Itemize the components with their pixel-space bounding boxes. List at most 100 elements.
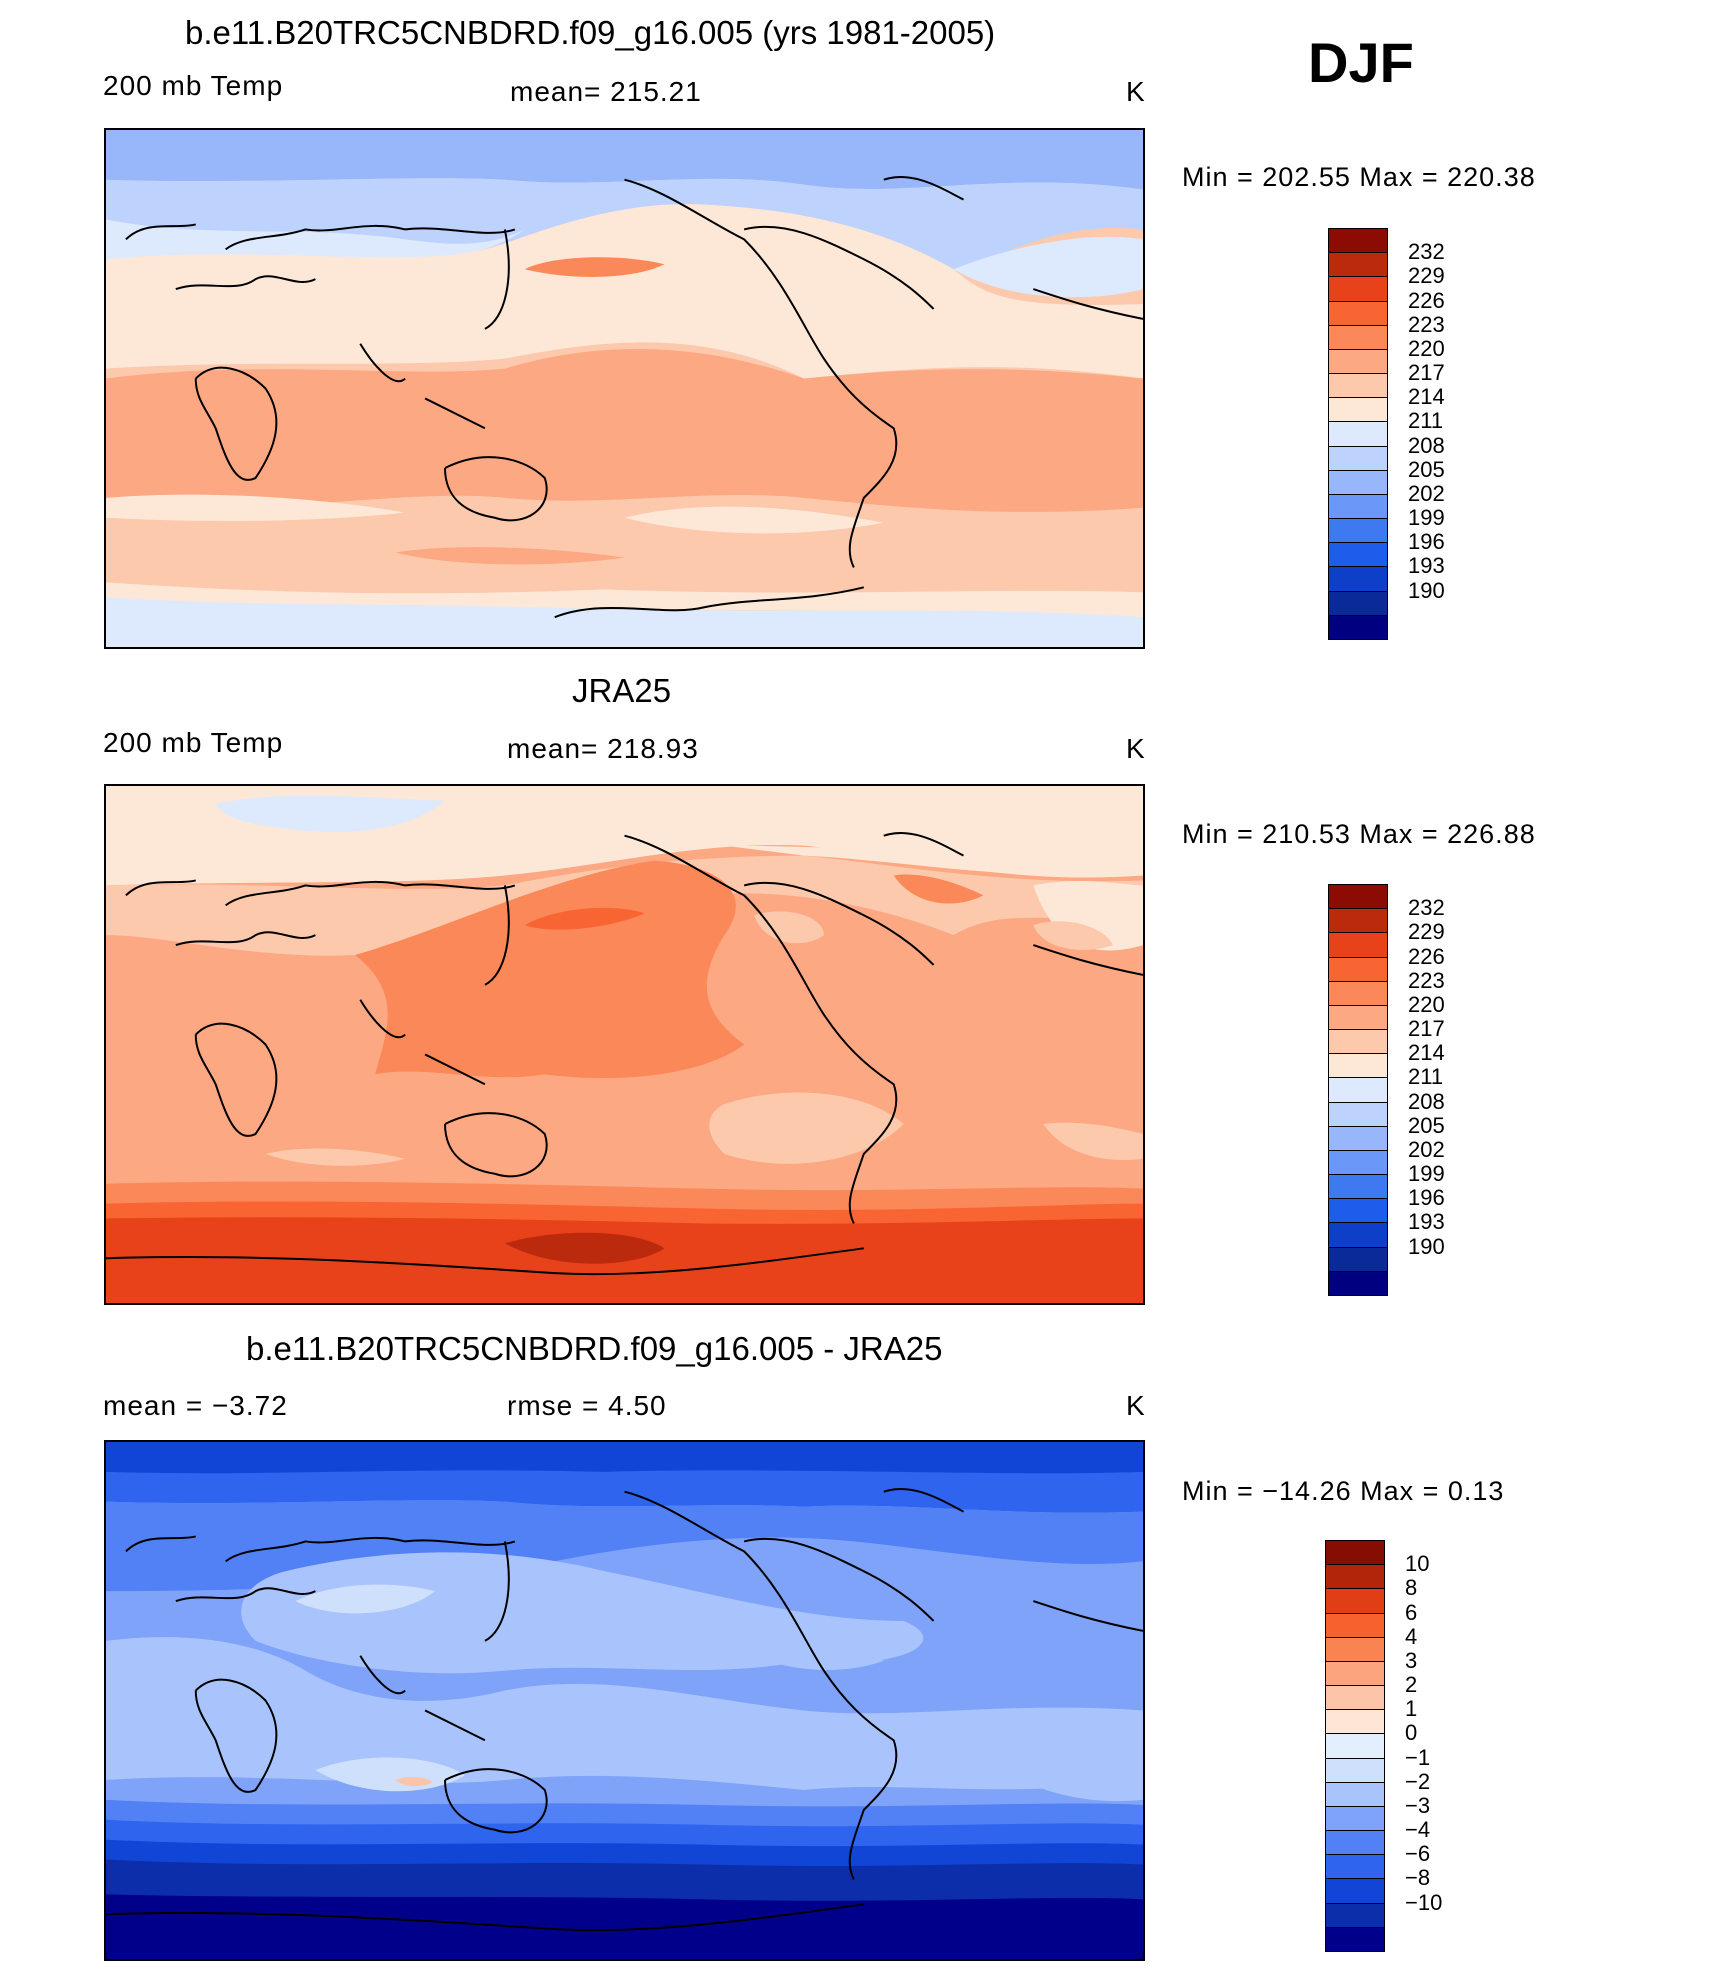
- contour-plot-obs: [106, 786, 1143, 1303]
- colorbar-tick-label: 217: [1408, 360, 1445, 386]
- colorbar-swatch: [1325, 1926, 1385, 1952]
- colorbar-tick-label: 4: [1405, 1623, 1418, 1649]
- panel-title-model: b.e11.B20TRC5CNBDRD.f09_g16.005 (yrs 198…: [185, 14, 996, 51]
- colorbar-swatch: [1325, 1902, 1385, 1928]
- colorbar-swatch: [1328, 324, 1388, 350]
- mean-label-model: mean= 215.21: [510, 76, 702, 107]
- colorbar-swatch: [1328, 566, 1388, 592]
- minmax-label-model: Min = 202.55 Max = 220.38: [1182, 162, 1536, 192]
- colorbar-swatch: [1328, 1149, 1388, 1176]
- variable-label-model: 200 mb Temp: [103, 70, 284, 101]
- colorbar-diff: 10 8 6 4 3 2 1 0 −1 −2 −3 −4 −6 −8 −10: [1325, 1540, 1442, 1952]
- colorbar-swatch: [1328, 1222, 1388, 1248]
- colorbar-swatch: [1328, 1077, 1388, 1103]
- colorbar-swatch: [1328, 421, 1388, 447]
- colorbar-swatch: [1325, 1733, 1385, 1759]
- colorbar-swatch: [1328, 228, 1388, 254]
- colorbar-swatch: [1328, 373, 1388, 399]
- colorbar-obs: 232 229 226 223 220 217 214 211 208 205 202 199 196 1…: [1328, 884, 1445, 1296]
- colorbar-tick-label: −6: [1405, 1841, 1431, 1867]
- colorbar-tick-label: 211: [1408, 408, 1444, 434]
- colorbar-tick-label: 2: [1405, 1672, 1418, 1698]
- colorbar-swatch: [1325, 1757, 1385, 1783]
- colorbar-swatch: [1328, 908, 1388, 934]
- colorbar-swatch: [1325, 1830, 1385, 1856]
- colorbar-tick-label: 226: [1408, 943, 1445, 969]
- colorbar-swatch: [1328, 445, 1388, 471]
- colorbar-swatch: [1325, 1685, 1385, 1711]
- colorbar-swatch: [1328, 614, 1388, 640]
- colorbar-tick-label: 1: [1405, 1696, 1418, 1722]
- colorbar-tick-label: 10: [1405, 1551, 1430, 1577]
- colorbar-tick-label: −8: [1405, 1865, 1431, 1891]
- colorbar-tick-label: 208: [1408, 1088, 1445, 1114]
- colorbar-tick-label: 226: [1408, 287, 1445, 313]
- map-obs: [104, 784, 1145, 1305]
- colorbar-swatch: [1325, 1660, 1385, 1687]
- colorbar-swatch: [1325, 1588, 1385, 1614]
- colorbar-tick-label: 3: [1405, 1647, 1418, 1673]
- colorbar-model: 232 229 226 223 220 217 214 211 208 205 202 199 196 1…: [1328, 228, 1445, 640]
- colorbar-tick-label: −3: [1405, 1792, 1431, 1818]
- colorbar-swatch: [1328, 1053, 1388, 1079]
- colorbar-swatch: [1328, 1004, 1388, 1031]
- colorbar-swatch: [1328, 493, 1388, 520]
- colorbar-tick-label: 220: [1408, 991, 1445, 1017]
- colorbar-swatch: [1325, 1636, 1385, 1662]
- colorbar-swatch: [1325, 1564, 1385, 1590]
- minmax-label-diff: Min = −14.26 Max = 0.13: [1182, 1476, 1505, 1506]
- panel-title-obs: JRA25: [572, 672, 672, 709]
- colorbar-swatch: [1328, 1101, 1388, 1127]
- colorbar-tick-label: −2: [1405, 1768, 1431, 1794]
- colorbar-swatch: [1328, 932, 1388, 958]
- colorbar-tick-label: 214: [1408, 1040, 1445, 1066]
- colorbar-tick-label: 205: [1408, 1112, 1445, 1138]
- colorbar-tick-label: 199: [1408, 505, 1445, 531]
- minmax-label-obs: Min = 210.53 Max = 226.88: [1182, 819, 1536, 849]
- colorbar-swatch: [1328, 276, 1388, 302]
- colorbar-swatch: [1328, 956, 1388, 982]
- colorbar-tick-label: 8: [1405, 1575, 1418, 1601]
- colorbar-swatch: [1328, 1246, 1388, 1272]
- colorbar-swatch: [1328, 884, 1388, 910]
- colorbar-swatch: [1325, 1709, 1385, 1735]
- colorbar-swatch: [1325, 1612, 1385, 1638]
- colorbar-swatch: [1328, 1198, 1388, 1224]
- mean-label-obs: mean= 218.93: [507, 733, 699, 764]
- colorbar-tick-label: 190: [1408, 577, 1445, 603]
- colorbar-tick-label: 208: [1408, 432, 1445, 458]
- colorbar-tick-label: 202: [1408, 480, 1445, 506]
- mean-label-diff: mean = −3.72: [103, 1390, 288, 1421]
- colorbar-tick-label: 190: [1408, 1233, 1445, 1259]
- colorbar-tick-label: 232: [1408, 239, 1445, 265]
- colorbar-tick-label: −4: [1405, 1817, 1431, 1843]
- colorbar-tick-label: 217: [1408, 1016, 1445, 1042]
- colorbar-tick-label: −1: [1405, 1744, 1431, 1770]
- colorbar-tick-label: 220: [1408, 335, 1445, 361]
- variable-label-obs: 200 mb Temp: [103, 727, 284, 758]
- map-model: [104, 128, 1145, 649]
- colorbar-swatch: [1328, 1029, 1388, 1055]
- colorbar-swatch: [1328, 1174, 1388, 1200]
- colorbar-tick-label: 193: [1408, 1209, 1445, 1235]
- units-label-diff: K: [1126, 1390, 1146, 1421]
- colorbar-swatch: [1328, 252, 1388, 278]
- colorbar-swatch: [1328, 542, 1388, 568]
- colorbar-tick-label: 232: [1408, 895, 1445, 921]
- season-label: DJF: [1308, 31, 1414, 94]
- colorbar-swatch: [1328, 348, 1388, 375]
- colorbar-swatch: [1325, 1854, 1385, 1880]
- colorbar-tick-label: 193: [1408, 553, 1445, 579]
- units-label-model: K: [1126, 76, 1146, 107]
- colorbar-swatch: [1328, 1125, 1388, 1151]
- colorbar-tick-label: 205: [1408, 456, 1445, 482]
- panel-title-diff: b.e11.B20TRC5CNBDRD.f09_g16.005 - JRA25: [246, 1330, 943, 1367]
- contour-plot-model: [106, 130, 1143, 647]
- colorbar-swatch: [1328, 1270, 1388, 1296]
- colorbar-tick-label: 202: [1408, 1136, 1445, 1162]
- colorbar-tick-label: −10: [1405, 1889, 1443, 1915]
- colorbar-tick-label: 6: [1405, 1599, 1418, 1625]
- colorbar-tick-label: 223: [1408, 967, 1445, 993]
- rmse-label-diff: rmse = 4.50: [507, 1390, 667, 1421]
- colorbar-swatch: [1328, 397, 1388, 423]
